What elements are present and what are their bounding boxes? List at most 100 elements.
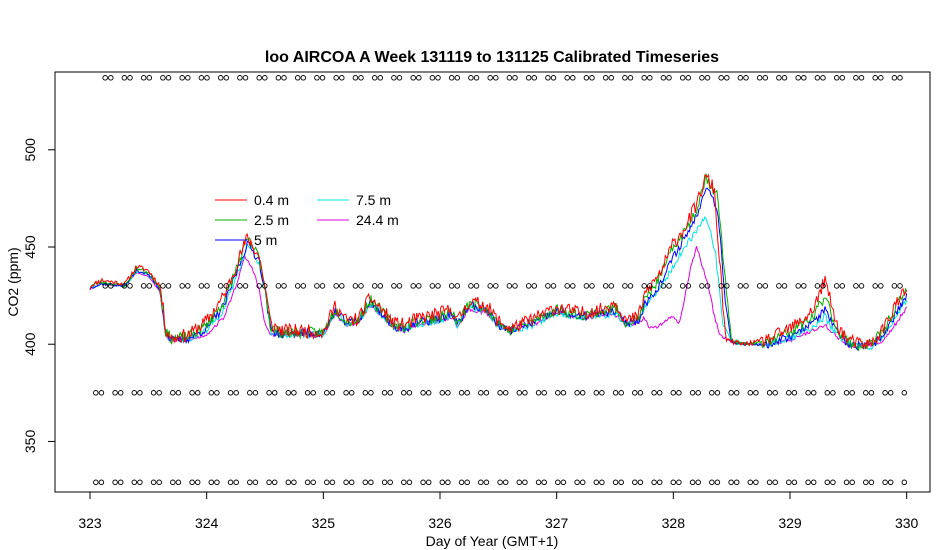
reference-marker — [454, 283, 461, 289]
reference-marker — [483, 390, 490, 396]
reference-marker — [497, 390, 503, 396]
reference-marker — [772, 390, 778, 396]
reference-marker — [622, 283, 628, 289]
legend-label: 0.4 m — [254, 192, 289, 208]
reference-marker — [833, 75, 840, 81]
reference-marker — [762, 283, 769, 289]
reference-marker — [849, 479, 855, 486]
reference-marker — [872, 283, 878, 289]
reference-marker — [189, 479, 195, 486]
reference-marker — [502, 479, 509, 486]
x-tick-label: 326 — [428, 515, 452, 531]
reference-marker — [882, 390, 888, 396]
reference-marker — [583, 283, 590, 289]
reference-marker — [795, 283, 801, 289]
reference-marker — [294, 75, 301, 81]
y-tick-label: 350 — [22, 430, 38, 454]
reference-marker — [150, 479, 157, 486]
marker-layer — [93, 75, 908, 486]
reference-marker — [766, 390, 773, 396]
reference-marker — [358, 283, 364, 289]
reference-marker — [608, 283, 615, 289]
reference-marker — [304, 390, 311, 396]
reference-marker — [647, 75, 653, 81]
reference-marker — [227, 479, 234, 486]
reference-marker — [704, 75, 711, 81]
reference-marker — [204, 283, 210, 289]
reference-marker — [473, 283, 480, 289]
reference-marker — [714, 479, 721, 486]
reference-marker — [483, 479, 490, 486]
reference-marker — [108, 283, 114, 289]
reference-marker — [93, 390, 99, 396]
reference-marker — [179, 75, 185, 81]
reference-marker — [781, 75, 788, 81]
reference-marker — [98, 479, 105, 486]
reference-marker — [574, 390, 580, 396]
legend-label: 2.5 m — [254, 212, 289, 228]
reference-marker — [627, 283, 634, 289]
reference-marker — [121, 75, 128, 81]
reference-marker — [545, 75, 551, 81]
reference-marker — [656, 390, 663, 396]
reference-marker — [695, 479, 701, 486]
reference-marker — [189, 390, 195, 396]
reference-marker — [468, 75, 474, 81]
reference-marker — [753, 479, 759, 486]
reference-marker — [747, 479, 754, 486]
reference-marker — [564, 75, 570, 81]
reference-marker — [223, 283, 230, 289]
reference-marker — [525, 75, 532, 81]
reference-marker — [435, 283, 441, 289]
y-tick-label: 400 — [22, 332, 38, 356]
reference-marker — [695, 390, 701, 396]
reference-marker — [247, 390, 253, 396]
reference-marker — [448, 283, 455, 289]
reference-marker — [564, 283, 570, 289]
reference-marker — [362, 390, 369, 396]
reference-marker — [410, 75, 416, 81]
reference-marker — [728, 479, 734, 486]
reference-marker — [814, 75, 821, 81]
reference-marker — [324, 390, 330, 396]
reference-marker — [689, 390, 696, 396]
reference-marker — [464, 479, 470, 486]
reference-marker — [473, 75, 480, 81]
reference-marker — [381, 479, 388, 486]
reference-marker — [140, 283, 147, 289]
reference-marker — [487, 283, 493, 289]
reference-marker — [685, 283, 692, 289]
reference-marker — [560, 479, 567, 486]
reference-marker — [387, 479, 393, 486]
reference-marker — [247, 479, 253, 486]
reference-marker — [897, 283, 903, 289]
reference-marker — [839, 75, 846, 81]
reference-marker — [728, 390, 734, 396]
reference-marker — [319, 283, 326, 289]
reference-marker — [329, 390, 336, 396]
reference-marker — [214, 390, 220, 396]
reference-marker — [429, 75, 436, 81]
y-tick-label: 500 — [22, 138, 38, 162]
reference-marker — [454, 75, 461, 81]
reference-marker — [579, 390, 586, 396]
reference-marker — [208, 390, 215, 396]
reference-marker — [368, 390, 374, 396]
x-tick-label: 325 — [312, 515, 336, 531]
reference-marker — [824, 479, 831, 486]
reference-marker — [468, 283, 474, 289]
reference-marker — [170, 390, 176, 396]
reference-marker — [266, 390, 272, 396]
y-axis-label: CO2 (ppm) — [5, 247, 21, 316]
reference-marker — [185, 283, 191, 289]
reference-marker — [724, 283, 730, 289]
reference-marker — [329, 479, 336, 486]
reference-marker — [275, 75, 282, 81]
reference-marker — [410, 283, 416, 289]
reference-marker — [545, 283, 551, 289]
reference-marker — [256, 283, 262, 289]
reference-marker — [747, 390, 754, 396]
reference-marker — [348, 390, 355, 396]
reference-marker — [420, 390, 426, 396]
reference-marker — [656, 479, 663, 486]
